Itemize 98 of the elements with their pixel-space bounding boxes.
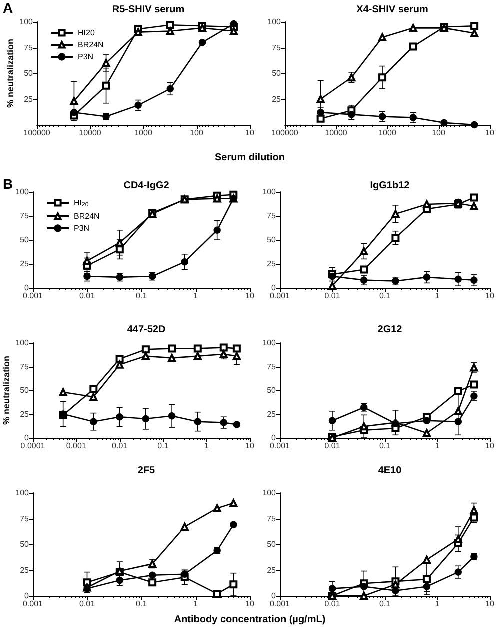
y-tick-label: 0: [272, 434, 277, 442]
x-tick-label: 10: [246, 128, 255, 138]
x-tick-label: 10: [246, 292, 255, 300]
x-tick-label: 1: [204, 442, 210, 450]
y-tick-label: 50: [20, 386, 30, 395]
y-tick-label: 0: [24, 434, 30, 442]
x-tick-label: 100000: [272, 128, 299, 138]
x-tick-label: 0.1: [158, 442, 170, 450]
y-tick-label: 100: [262, 488, 277, 498]
x-tick-label: 1: [435, 292, 440, 300]
y-axis-title: % neutralization: [6, 38, 16, 108]
y-tick-label: 25: [267, 410, 277, 419]
x-tick-label: 100: [190, 128, 204, 138]
chart-title: R5-SHIV serum: [112, 4, 185, 16]
y-tick-label: 50: [272, 69, 282, 78]
x-tick-label: 1000: [378, 128, 397, 138]
chart-title: 4E10: [378, 466, 402, 476]
x-tick-label: 0.1: [379, 292, 392, 300]
y-tick-label: 75: [24, 43, 34, 52]
y-tick-label: 100: [16, 488, 30, 498]
y-tick-label: 75: [267, 212, 277, 220]
y-tick-label: 50: [267, 386, 277, 395]
x-tick-label: 0.001: [22, 292, 44, 300]
y-tick-label: 25: [20, 566, 30, 575]
x-tick-label: 0.1: [136, 292, 148, 300]
chart-title: 447-52D: [127, 324, 166, 336]
x-tick-label: 10: [486, 442, 495, 450]
y-tick-label: 25: [272, 94, 282, 104]
chart-title: CD4-IgG2: [124, 180, 170, 192]
x-tick-label: 0.001: [270, 442, 291, 450]
x-tick-label: 1: [194, 600, 199, 608]
x-tick-label: 0.01: [324, 292, 341, 300]
x-tick-label: 1000: [134, 128, 153, 138]
x-tick-label: 1: [435, 442, 440, 450]
y-tick-label: 25: [267, 260, 277, 268]
legend-label: BR24N: [78, 40, 104, 50]
y-tick-label: 25: [24, 94, 34, 104]
x-axis-title: Antibody concentration (µg/mL): [174, 614, 326, 626]
x-tick-label: 0.01: [324, 600, 341, 608]
y-tick-label: 0: [24, 284, 30, 292]
x-tick-label: 1: [435, 600, 440, 608]
x-tick-label: 0.001: [270, 600, 291, 608]
y-tick-label: 75: [20, 362, 30, 372]
x-tick-label: 0.001: [22, 600, 44, 608]
y-tick-label: 100: [262, 338, 277, 348]
y-tick-label: 75: [20, 212, 30, 220]
y-tick-label: 50: [267, 540, 277, 549]
x-axis-title: Serum dilution: [215, 152, 285, 164]
x-tick-label: 10: [246, 442, 255, 450]
y-tick-label: 75: [272, 43, 282, 52]
y-axis-title: % neutralization: [2, 356, 12, 426]
y-tick-label: 25: [267, 566, 277, 575]
chart-title: 2F5: [138, 466, 156, 476]
y-tick-label: 50: [24, 69, 34, 78]
y-tick-label: 50: [267, 236, 277, 244]
x-tick-label: 0.0001: [20, 442, 46, 450]
legend-label: P3N: [78, 52, 94, 62]
x-tick-label: 10000: [325, 128, 348, 138]
x-tick-label: 0.01: [324, 442, 341, 450]
text: A: [3, 0, 14, 16]
chart-title: X4-SHIV serum: [356, 4, 428, 16]
y-tick-label: 50: [20, 236, 30, 244]
x-tick-label: 0.01: [79, 600, 96, 608]
x-tick-label: 0.01: [79, 292, 96, 300]
y-tick-label: 75: [267, 514, 277, 524]
chart-title: 2G12: [378, 324, 403, 336]
x-tick-label: 10: [486, 600, 495, 608]
y-tick-label: 100: [20, 18, 34, 26]
x-tick-label: 100000: [24, 128, 51, 138]
x-tick-label: 0.001: [270, 292, 291, 300]
x-tick-label: 0.1: [136, 600, 148, 608]
y-tick-label: 0: [24, 592, 30, 600]
x-tick-label: 100: [432, 128, 446, 138]
y-tick-label: 100: [16, 188, 30, 196]
x-tick-label: 0.1: [379, 442, 392, 450]
text: B: [3, 176, 14, 192]
x-tick-label: 10: [486, 292, 495, 300]
y-tick-label: 100: [16, 338, 30, 348]
y-tick-label: 25: [20, 410, 30, 419]
legend-label: BR24N: [74, 212, 100, 221]
chart-title: IgG1b12: [370, 180, 410, 192]
y-tick-label: 100: [262, 188, 277, 196]
legend-label: HI20: [78, 28, 96, 38]
y-tick-label: 75: [267, 362, 277, 372]
legend-label: P3N: [74, 224, 90, 233]
y-tick-label: 0: [272, 592, 277, 600]
y-tick-label: 50: [20, 540, 30, 549]
x-tick-label: 0.001: [66, 442, 87, 450]
y-tick-label: 75: [20, 514, 30, 524]
x-tick-label: 10: [486, 128, 495, 138]
y-tick-label: 0: [272, 284, 277, 292]
x-tick-label: 0.1: [379, 600, 392, 608]
x-tick-label: 10000: [79, 128, 102, 138]
x-tick-label: 0.01: [112, 442, 128, 450]
x-tick-label: 10: [246, 600, 255, 608]
x-tick-label: 1: [194, 292, 199, 300]
y-tick-label: 100: [268, 18, 282, 26]
y-tick-label: 25: [20, 260, 30, 268]
